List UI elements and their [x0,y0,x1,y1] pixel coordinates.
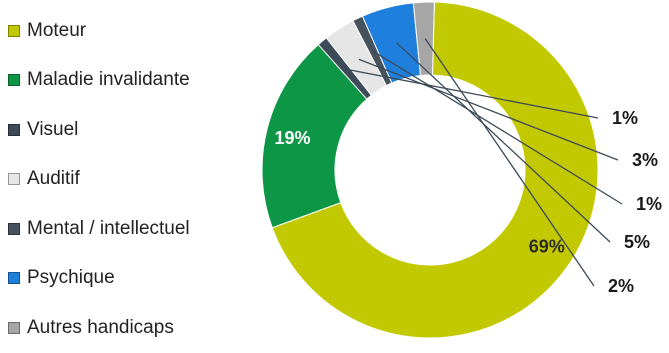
legend-item: Maladie invalidante [8,56,190,106]
legend-swatch [8,222,20,235]
legend-label: Visuel [27,118,79,140]
data-label: 3% [632,150,658,170]
leader-line [424,38,595,287]
legend-item: Psychique [8,254,190,304]
leader-line [373,50,623,205]
legend-swatch [8,24,20,37]
legend-item: Mental / intellectuel [8,204,190,254]
donut-chart: 69% 19% 1% 3% 1% 5% 2% [261,1,662,339]
chart-legend: Moteur Maladie invalidante Visuel Auditif Me… [8,6,190,353]
data-label: 1% [636,194,662,214]
leader-line [345,68,599,119]
legend-label: Auditif [27,168,80,190]
leader-line [396,42,611,243]
legend-swatch [8,123,20,136]
legend-label: Mental / intellectuel [27,217,190,239]
donut-slice [412,1,435,77]
legend-label: Moteur [27,19,87,41]
legend-swatch [8,74,20,87]
leader-line [358,58,619,161]
data-label: 2% [608,276,634,296]
legend-swatch [8,272,20,285]
legend-label: Psychique [27,267,115,289]
data-label: 1% [612,108,638,128]
legend-label: Autres handicaps [27,316,174,338]
donut-slice [271,1,599,339]
legend-item: Moteur [8,6,190,56]
donut-slice [261,43,368,229]
data-label: 69% [529,237,565,257]
legend-item: Visuel [8,105,190,155]
data-label: 19% [274,128,310,148]
legend-label: Maladie invalidante [27,69,190,91]
legend-item: Autres handicaps [8,303,190,353]
legend-swatch [8,173,20,186]
legend-item: Auditif [8,155,190,205]
legend-swatch [8,321,20,334]
data-label: 5% [624,232,650,252]
